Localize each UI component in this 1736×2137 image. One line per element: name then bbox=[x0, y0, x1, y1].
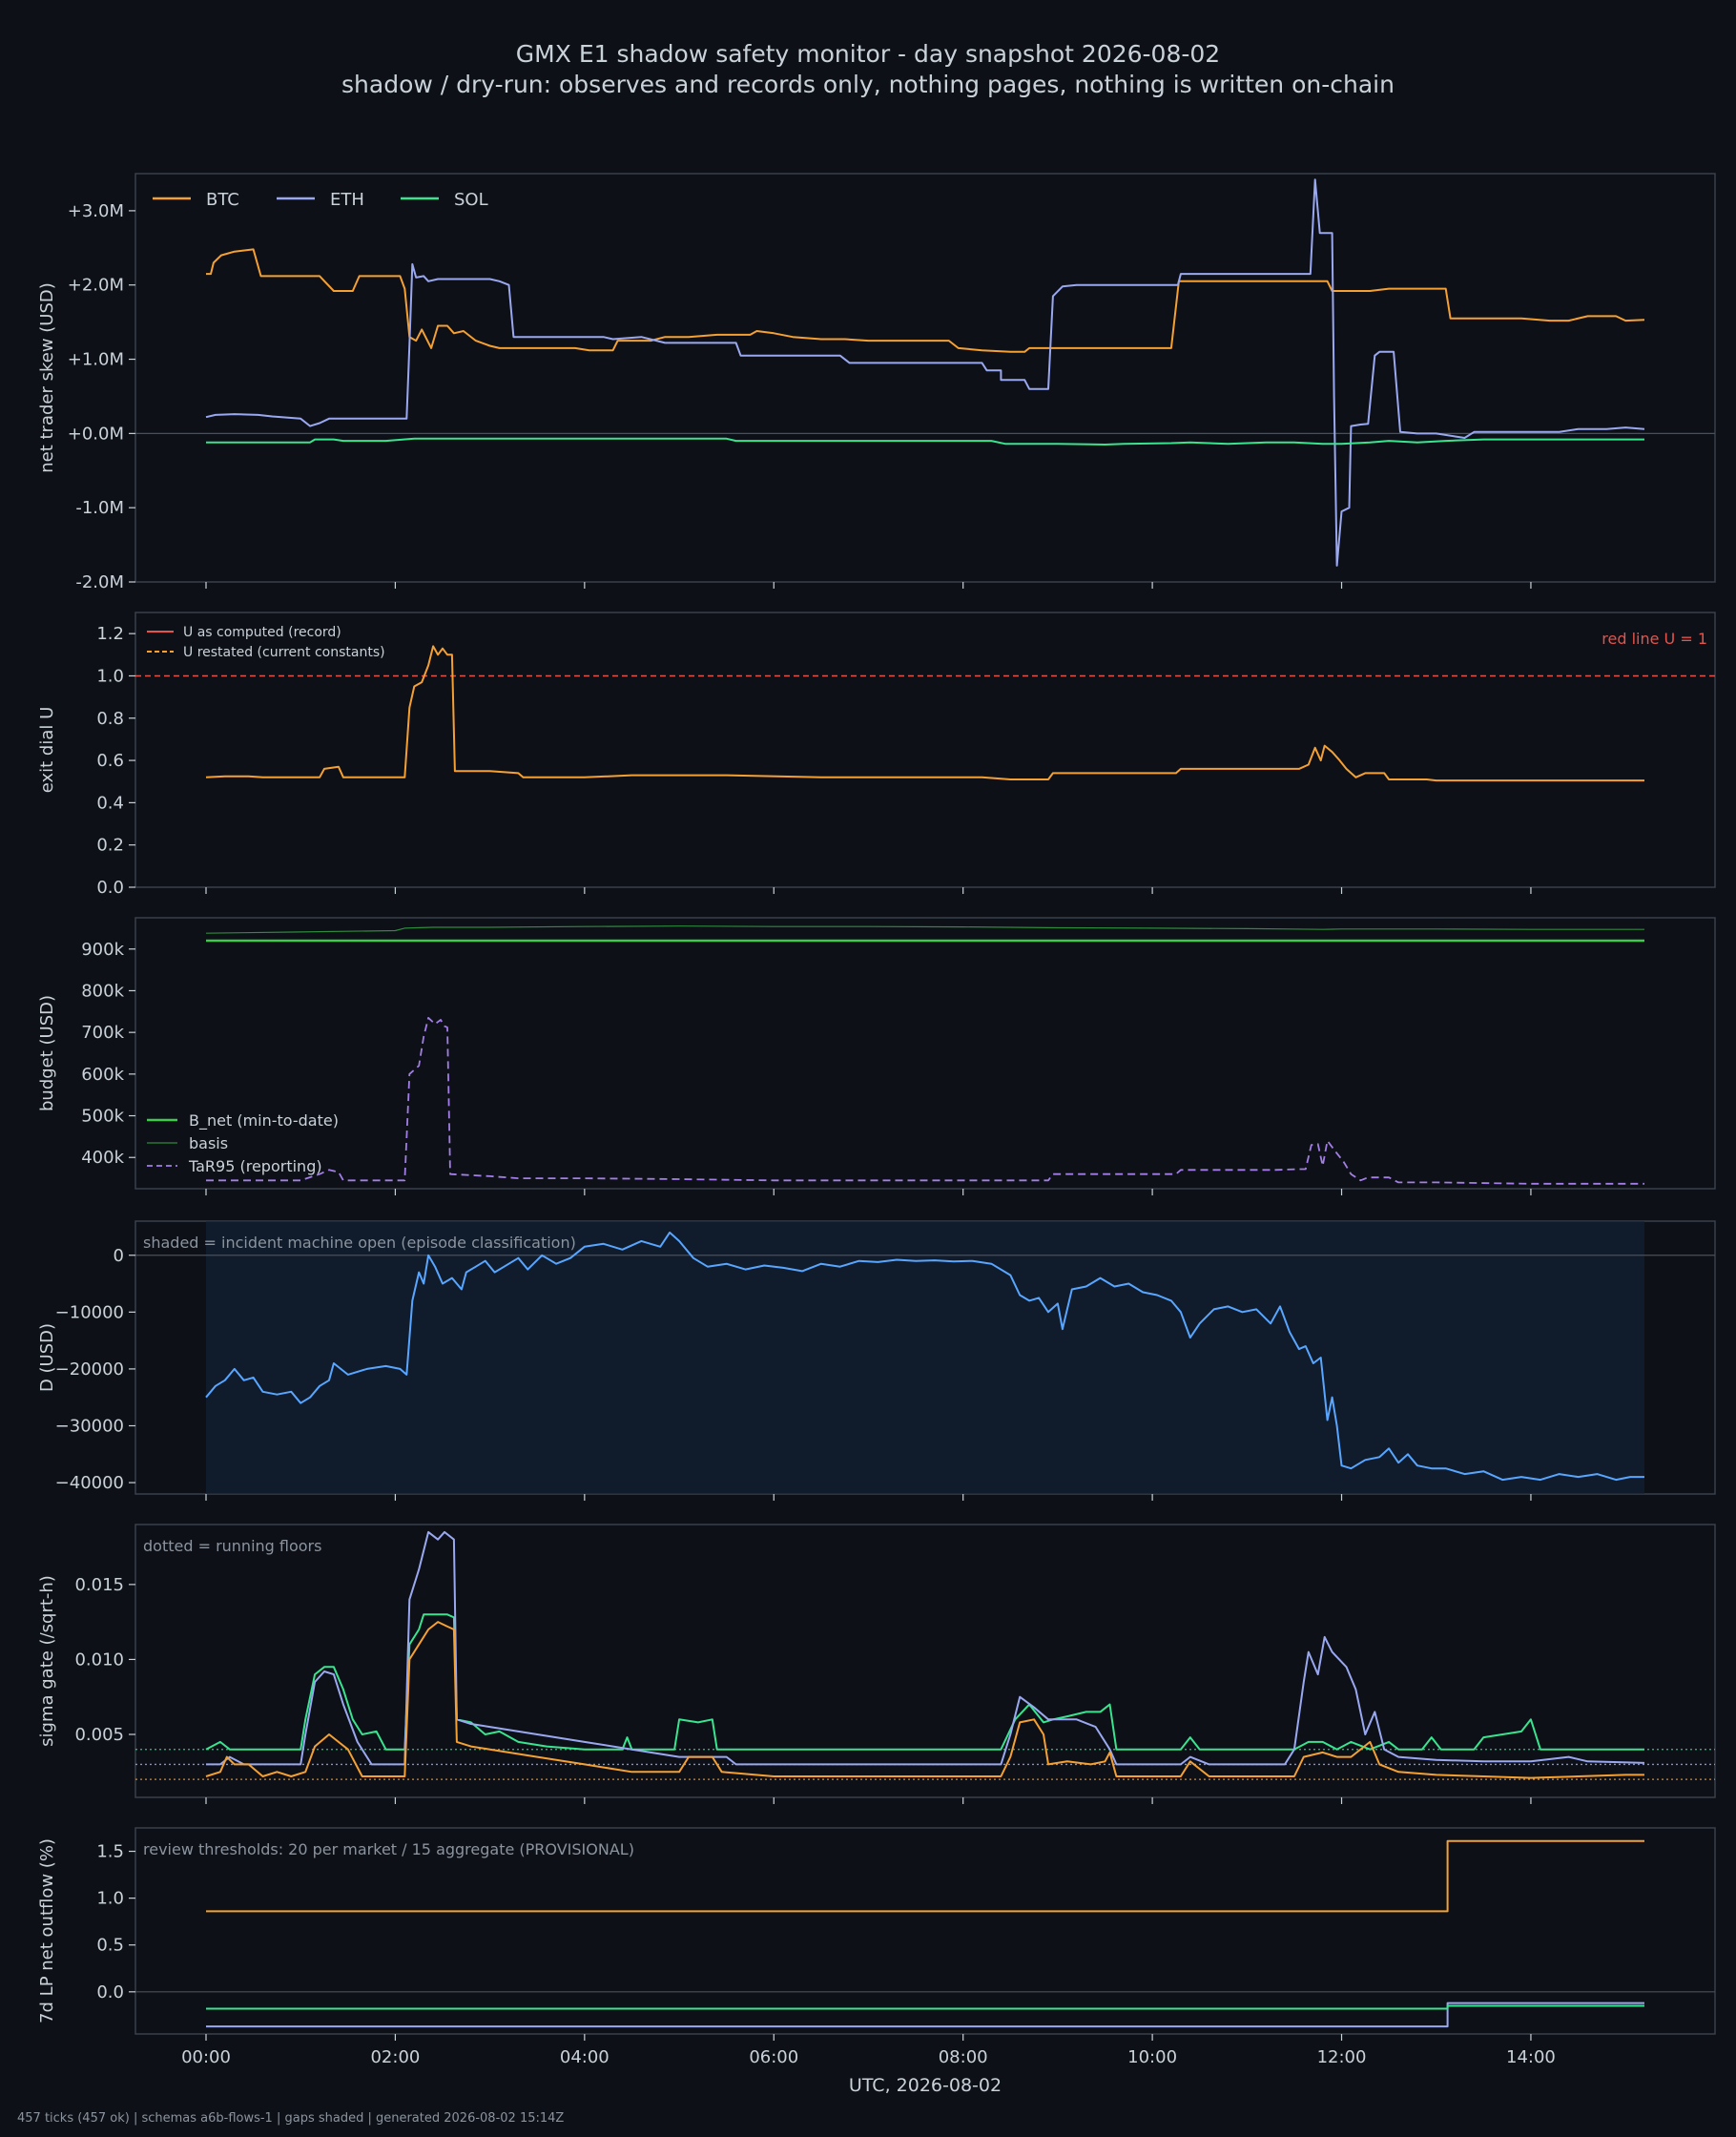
skew-legend-label: BTC bbox=[206, 190, 239, 210]
skew-ytick-label: -2.0M bbox=[75, 572, 124, 592]
sigma-ylabel: sigma gate (/sqrt-h) bbox=[37, 1575, 57, 1747]
skew-legend-label: ETH bbox=[330, 190, 364, 210]
lp_outflow-xtick-label: 08:00 bbox=[939, 2047, 988, 2067]
exit_dial-red-line-label: red line U = 1 bbox=[1602, 630, 1707, 648]
lp_outflow-xtick-label: 00:00 bbox=[181, 2047, 231, 2067]
sigma-ytick-label: 0.005 bbox=[74, 1725, 124, 1745]
sigma-series-btc bbox=[205, 1621, 1644, 1779]
lp_outflow-xtick-label: 12:00 bbox=[1317, 2047, 1367, 2067]
skew-series-sol bbox=[206, 437, 1644, 446]
budget-ytick-label: 400k bbox=[81, 1148, 124, 1168]
lp_outflow-xtick-label: 04:00 bbox=[560, 2047, 610, 2067]
lp_outflow-ytick-label: 0.5 bbox=[96, 1936, 124, 1956]
budget-ytick-label: 500k bbox=[81, 1107, 124, 1127]
sigma-ytick-label: 0.015 bbox=[74, 1575, 124, 1595]
page-title: GMX E1 shadow safety monitor - day snaps… bbox=[515, 40, 1221, 68]
sigma-series-eth bbox=[206, 1530, 1645, 1766]
D-ytick-label: −10000 bbox=[55, 1302, 124, 1322]
skew-legend-label: SOL bbox=[454, 190, 488, 210]
skew-ytick-label: +2.0M bbox=[68, 276, 124, 296]
budget-legend-label: basis bbox=[189, 1134, 228, 1152]
lp_outflow-xtick-label: 06:00 bbox=[749, 2047, 798, 2067]
skew-panel-frame bbox=[134, 173, 1716, 583]
budget-ylabel: budget (USD) bbox=[37, 995, 57, 1111]
D-ytick-label: −20000 bbox=[55, 1359, 124, 1380]
budget-series-basis bbox=[205, 925, 1644, 934]
D-ytick-label: −30000 bbox=[55, 1417, 124, 1437]
exit_dial-series-u-restated-current-constants- bbox=[205, 645, 1644, 782]
exit_dial-legend-label: U as computed (record) bbox=[183, 625, 341, 640]
skew-ytick-label: +1.0M bbox=[68, 350, 124, 370]
lp_outflow-ylabel: 7d LP net outflow (%) bbox=[37, 1838, 57, 2023]
lp_outflow-series-btc bbox=[206, 1839, 1644, 1913]
D-series-d bbox=[205, 1231, 1644, 1482]
budget-ytick-label: 900k bbox=[81, 940, 124, 960]
exit_dial-panel-frame bbox=[134, 612, 1716, 888]
skew-series-btc bbox=[206, 248, 1645, 353]
exit_dial-ytick-label: 0.6 bbox=[96, 751, 124, 771]
lp_outflow-xlabel: UTC, 2026-08-02 bbox=[849, 2075, 1002, 2096]
exit_dial-ytick-label: 0.0 bbox=[96, 878, 124, 898]
skew-ytick-label: +0.0M bbox=[68, 424, 124, 444]
lp_outflow-note: review thresholds: 20 per market / 15 ag… bbox=[143, 1840, 634, 1858]
D-shade-note: shaded = incident machine open (episode … bbox=[143, 1234, 576, 1252]
budget-ytick-label: 800k bbox=[81, 981, 124, 1001]
budget-panel-frame bbox=[134, 917, 1716, 1190]
lp_outflow-series-eth bbox=[206, 2002, 1644, 2028]
lp_outflow-series-sol bbox=[206, 2004, 1644, 2010]
sigma-panel-frame bbox=[134, 1524, 1716, 1798]
page-subtitle: shadow / dry-run: observes and records o… bbox=[341, 71, 1395, 98]
lp_outflow-ytick-label: 0.0 bbox=[96, 1982, 124, 2002]
lp_outflow-xtick-label: 10:00 bbox=[1127, 2047, 1177, 2067]
lp_outflow-ytick-label: 1.5 bbox=[96, 1842, 124, 1862]
budget-ytick-label: 600k bbox=[81, 1065, 124, 1085]
sigma-ytick-label: 0.010 bbox=[74, 1649, 124, 1670]
exit_dial-ytick-label: 0.8 bbox=[96, 709, 124, 729]
skew-ytick-label: -1.0M bbox=[75, 498, 124, 518]
lp_outflow-xtick-label: 14:00 bbox=[1506, 2047, 1556, 2067]
exit_dial-ytick-label: 0.4 bbox=[96, 793, 124, 813]
budget-series-tar95-reporting- bbox=[206, 1017, 1644, 1185]
exit_dial-legend-label: U restated (current constants) bbox=[183, 645, 385, 660]
skew-ytick-label: +3.0M bbox=[68, 201, 124, 221]
lp_outflow-xtick-label: 02:00 bbox=[370, 2047, 420, 2067]
skew-ylabel: net trader skew (USD) bbox=[37, 282, 57, 473]
D-shade-region bbox=[206, 1221, 1644, 1494]
exit_dial-ytick-label: 0.2 bbox=[96, 836, 124, 856]
exit_dial-ylabel: exit dial U bbox=[37, 707, 57, 794]
exit_dial-ytick-label: 1.2 bbox=[96, 624, 124, 644]
footer-status: 457 ticks (457 ok) | schemas a6b-flows-1… bbox=[17, 2111, 565, 2126]
exit_dial-ytick-label: 1.0 bbox=[96, 666, 124, 686]
D-ytick-label: −40000 bbox=[55, 1473, 124, 1493]
budget-legend-label: B_net (min-to-date) bbox=[189, 1111, 339, 1131]
D-ylabel: D (USD) bbox=[37, 1323, 57, 1392]
lp_outflow-panel-frame bbox=[134, 1827, 1716, 2035]
budget-ytick-label: 700k bbox=[81, 1023, 124, 1043]
budget-legend-label: TaR95 (reporting) bbox=[188, 1157, 322, 1175]
sigma-note: dotted = running floors bbox=[143, 1537, 321, 1555]
skew-series-eth bbox=[205, 178, 1645, 567]
lp_outflow-ytick-label: 1.0 bbox=[96, 1889, 124, 1909]
D-ytick-label: 0 bbox=[114, 1246, 124, 1266]
